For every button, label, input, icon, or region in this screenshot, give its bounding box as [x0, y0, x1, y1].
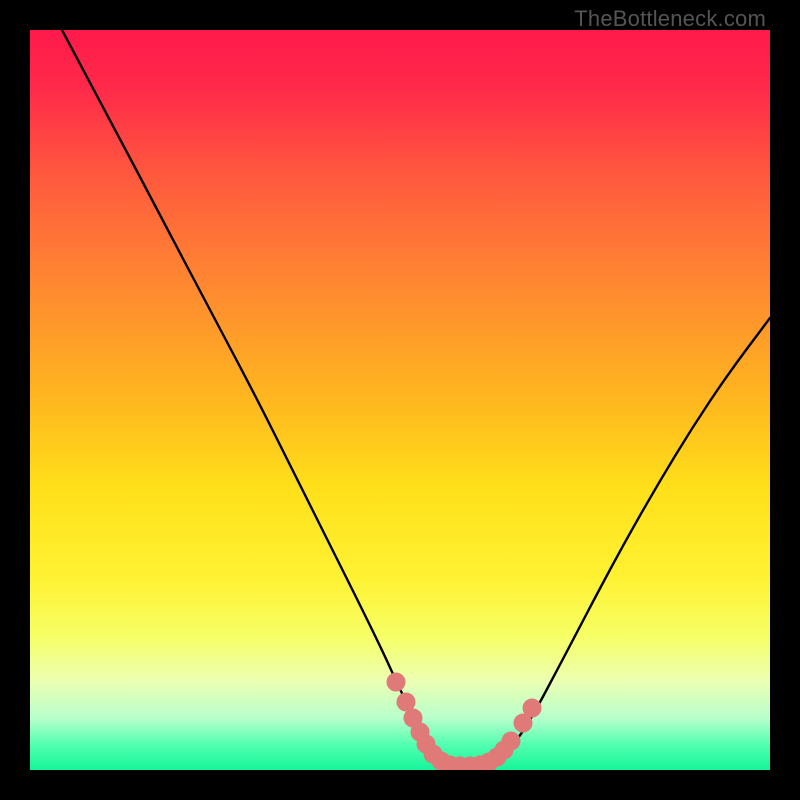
- v-curve: [62, 30, 770, 767]
- plot-area: [30, 30, 770, 770]
- chart-stage: TheBottleneck.com: [0, 0, 800, 800]
- marker-dot: [502, 732, 520, 750]
- watermark-text: TheBottleneck.com: [574, 6, 766, 32]
- marker-dot: [387, 673, 405, 691]
- marker-dot: [397, 693, 415, 711]
- marker-group: [387, 673, 541, 770]
- marker-dot: [523, 699, 541, 717]
- curve-layer: [30, 30, 770, 770]
